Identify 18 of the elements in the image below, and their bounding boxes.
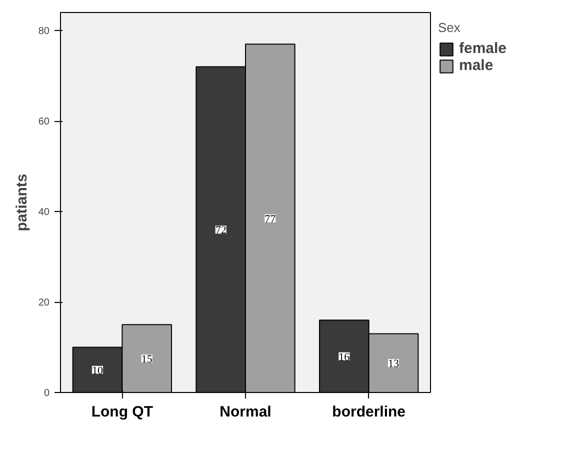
x-tick-label: Normal bbox=[220, 404, 272, 420]
y-tick-label: 40 bbox=[38, 207, 50, 218]
legend-title: Sex bbox=[438, 20, 462, 35]
legend-label: male bbox=[459, 57, 494, 74]
data-label: 13 bbox=[388, 358, 400, 370]
data-label: 15 bbox=[141, 354, 153, 366]
data-label: 10 bbox=[92, 364, 104, 377]
data-label: 72 bbox=[215, 224, 226, 237]
y-axis-title: patiants bbox=[13, 174, 30, 232]
y-tick-label: 80 bbox=[38, 26, 50, 38]
data-label: 77 bbox=[264, 213, 276, 226]
x-tick-label: Long QT bbox=[91, 404, 153, 420]
x-tick-label: borderline bbox=[332, 404, 406, 420]
y-tick-label: 60 bbox=[38, 116, 50, 128]
legend-label: female bbox=[459, 40, 507, 57]
y-tick-label: 20 bbox=[38, 298, 50, 309]
data-label: 16 bbox=[338, 351, 350, 364]
y-tick-label: 0 bbox=[44, 388, 50, 399]
